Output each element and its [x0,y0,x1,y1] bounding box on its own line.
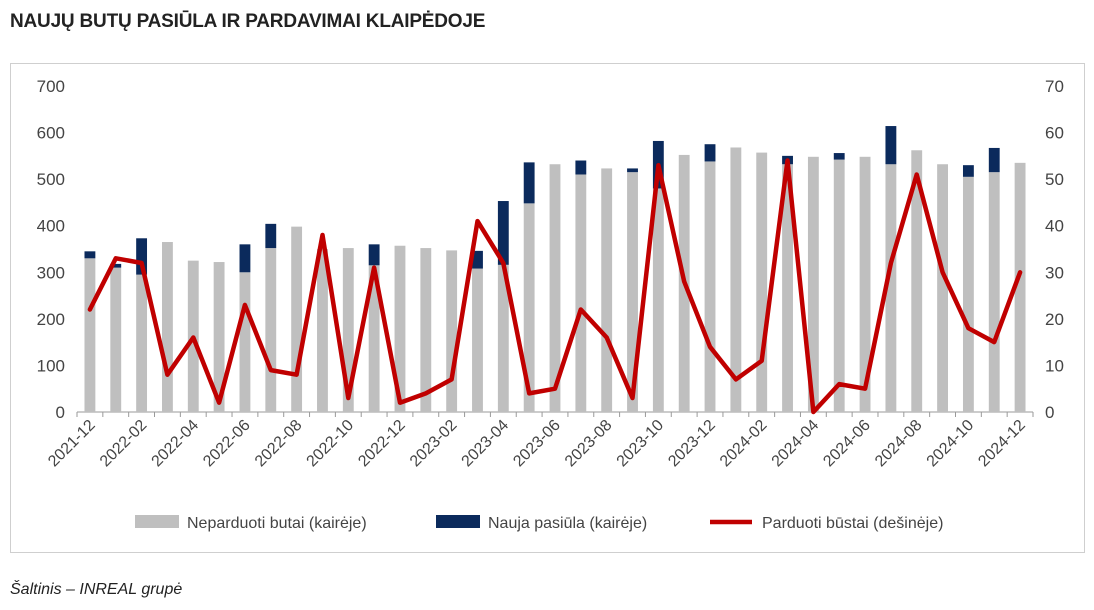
bar-new-supply [472,250,483,269]
bar-unsold [549,164,561,412]
bar-unsold [601,168,613,412]
x-tick-label: 2023-12 [665,417,719,471]
bar-unsold [162,242,173,412]
y-left-tick-label: 300 [37,263,65,282]
bar-unsold [84,258,96,412]
x-tick-label: 2022-08 [252,417,306,471]
bar-unsold [730,147,742,412]
bar-unsold [110,267,122,412]
bar-unsold [472,268,483,412]
bar-unsold [446,250,458,412]
y-right-tick-label: 60 [1045,124,1064,143]
bar-unsold [265,248,277,412]
y-right-tick-label: 20 [1045,310,1064,329]
source-note: Šaltinis – INREAL grupė [10,581,183,598]
bar-unsold [1014,162,1026,412]
x-tick-label: 2022-06 [200,417,254,471]
bar-unsold [497,264,509,412]
y-left-tick-label: 500 [37,170,65,189]
x-tick-label: 2022-10 [304,417,358,471]
bar-unsold [988,172,1000,412]
bar-new-supply [833,153,845,160]
bar-new-supply [497,201,509,265]
bar-new-supply [988,147,1000,173]
x-tick-label: 2024-06 [820,417,874,471]
x-tick-label: 2024-10 [924,417,978,471]
bar-new-supply [84,251,96,259]
bar-unsold [911,150,923,413]
bar-unsold [291,226,303,412]
x-tick-label: 2022-02 [97,417,151,471]
bar-unsold [239,272,251,412]
bar-unsold [937,164,948,412]
x-tick-label: 2022-04 [149,417,203,471]
x-tick-label: 2023-06 [510,417,564,471]
bar-unsold [807,156,819,412]
bar-unsold [704,161,716,412]
legend-swatch-unsold [135,515,179,528]
bar-new-supply [704,144,716,162]
y-left-tick-label: 0 [56,403,65,422]
bar-new-supply [523,162,535,204]
chart-frame [10,63,1085,553]
y-right-tick-label: 50 [1045,170,1064,189]
bar-unsold [342,248,354,412]
y-right-tick-label: 30 [1045,263,1064,282]
bar-new-supply [110,263,122,268]
y-left-tick-label: 700 [37,77,65,96]
bar-new-supply [885,126,897,165]
y-right-tick-label: 10 [1045,356,1064,375]
x-tick-label: 2024-08 [872,417,926,471]
y-left-tick-label: 100 [37,356,65,375]
chart-title: NAUJŲ BUTŲ PASIŪLA IR PARDAVIMAI KLAIPĖD… [10,11,486,32]
x-tick-label: 2023-04 [459,417,513,471]
y-left-tick-label: 400 [37,217,65,236]
bar-unsold [136,274,148,412]
y-right-tick-label: 70 [1045,77,1064,96]
bar-unsold [756,152,768,412]
x-tick-label: 2023-10 [614,417,668,471]
y-right-tick-label: 0 [1045,403,1054,422]
bar-unsold [962,176,974,412]
bar-new-supply [368,244,380,266]
legend-label-unsold: Neparduoti butai (kairėje) [187,515,367,532]
x-tick-label: 2024-12 [975,417,1029,471]
x-tick-label: 2024-04 [769,417,823,471]
bar-unsold [627,172,638,412]
bar-unsold [859,156,871,412]
bar-unsold [368,265,380,412]
bar-unsold [394,245,406,412]
bar-new-supply [575,160,587,175]
legend-label-new-supply: Nauja pasiūla (kairėje) [488,515,647,532]
bar-unsold [317,249,328,412]
bar-unsold [833,159,845,412]
bar-new-supply [265,223,277,249]
y-left-tick-label: 600 [37,124,65,143]
legend-swatch-new-supply [436,515,480,528]
y-right-tick-label: 40 [1045,217,1064,236]
bar-new-supply [136,238,148,275]
bar-unsold [652,188,664,412]
bar-unsold [885,164,897,412]
x-tick-label: 2022-12 [355,417,409,471]
x-tick-label: 2021-12 [45,417,99,471]
x-tick-label: 2024-02 [717,417,771,471]
bar-unsold [523,203,535,412]
bar-new-supply [962,165,974,177]
bar-new-supply [627,168,638,173]
bar-new-supply [239,244,251,273]
x-tick-label: 2023-02 [407,417,461,471]
x-tick-label: 2023-08 [562,417,616,471]
bar-unsold [420,248,432,412]
legend-label-sold: Parduoti būstai (dešinėje) [762,515,943,532]
bar-unsold [213,262,225,412]
y-left-tick-label: 200 [37,310,65,329]
bar-unsold [782,164,793,412]
bar-unsold [575,174,587,412]
